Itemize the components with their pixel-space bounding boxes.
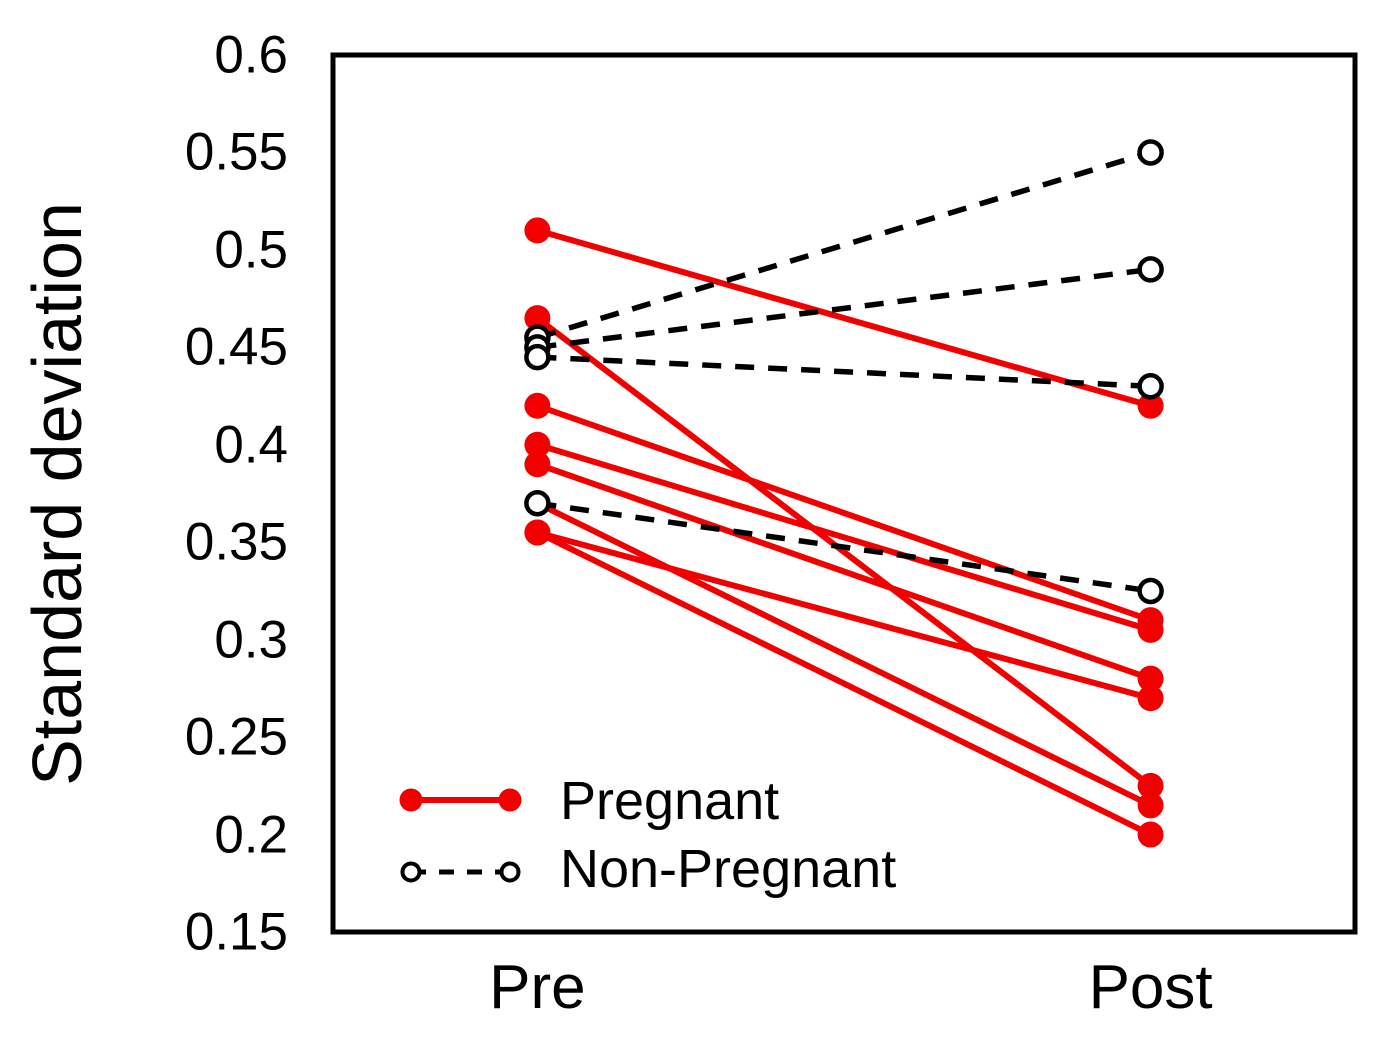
pregnant-line <box>535 315 1153 789</box>
pregnant-line-swatch-icon <box>399 788 522 812</box>
pregnant-line <box>536 402 1152 624</box>
pregnant-line <box>536 529 1152 702</box>
non-pregnant-swatch-circle <box>400 861 422 883</box>
y-tick-label: 0.25 <box>184 707 288 767</box>
y-tick-label: 0.55 <box>184 122 288 182</box>
y-tick-label: 0.4 <box>214 415 288 475</box>
x-category-label: Pre <box>489 953 586 1022</box>
non-pregnant-line <box>537 266 1151 351</box>
pregnant-marker <box>1137 685 1164 712</box>
pregnant-marker <box>1137 821 1164 848</box>
pregnant-marker <box>524 217 551 244</box>
y-tick-label: 0.3 <box>214 610 288 670</box>
pregnant-marker <box>1137 772 1164 799</box>
pregnant-swatch-dot <box>498 788 522 812</box>
non-pregnant-marker <box>1137 373 1164 400</box>
y-tick-label: 0.45 <box>184 317 288 377</box>
non-pregnant-marker <box>1137 139 1164 166</box>
non-pregnant-marker <box>1137 577 1164 605</box>
plot-frame <box>330 52 1358 935</box>
pregnant-marker <box>524 451 551 478</box>
pregnant-swatch-dot <box>399 788 423 812</box>
pregnant-marker <box>1137 665 1164 692</box>
non-pregnant-swatch-circle <box>499 861 521 883</box>
x-category-label: Post <box>1088 953 1213 1022</box>
pregnant-marker <box>524 431 551 458</box>
legend-item-non-pregnant: Non-Pregnant <box>560 839 897 899</box>
non-pregnant-marker <box>524 343 551 371</box>
pregnant-marker <box>524 392 551 419</box>
y-tick-label: 0.15 <box>184 902 288 962</box>
non-pregnant-line <box>536 149 1152 341</box>
pregnant-marker <box>524 519 551 546</box>
pregnant-marker <box>1137 792 1164 819</box>
y-tick-label: 0.5 <box>214 220 288 280</box>
non-pregnant-line <box>537 354 1151 390</box>
legend-item-pregnant: Pregnant <box>560 771 780 831</box>
non-pregnant-marker <box>524 489 551 517</box>
pregnant-line <box>536 500 1152 809</box>
y-tick-label: 0.35 <box>184 512 288 572</box>
pregnant-marker <box>1137 616 1164 643</box>
non-pregnant-line-swatch-icon <box>400 861 521 883</box>
non-pregnant-line <box>537 500 1151 594</box>
pregnant-line <box>536 441 1152 633</box>
pregnant-marker <box>1137 392 1164 419</box>
pregnant-line <box>536 461 1152 682</box>
pregnant-line <box>536 529 1152 838</box>
y-tick-label: 0.2 <box>214 805 288 865</box>
pregnant-marker <box>524 305 551 332</box>
pregnant-line <box>536 227 1152 409</box>
y-tick-label: 0.6 <box>214 25 288 85</box>
non-pregnant-marker <box>1137 256 1164 283</box>
